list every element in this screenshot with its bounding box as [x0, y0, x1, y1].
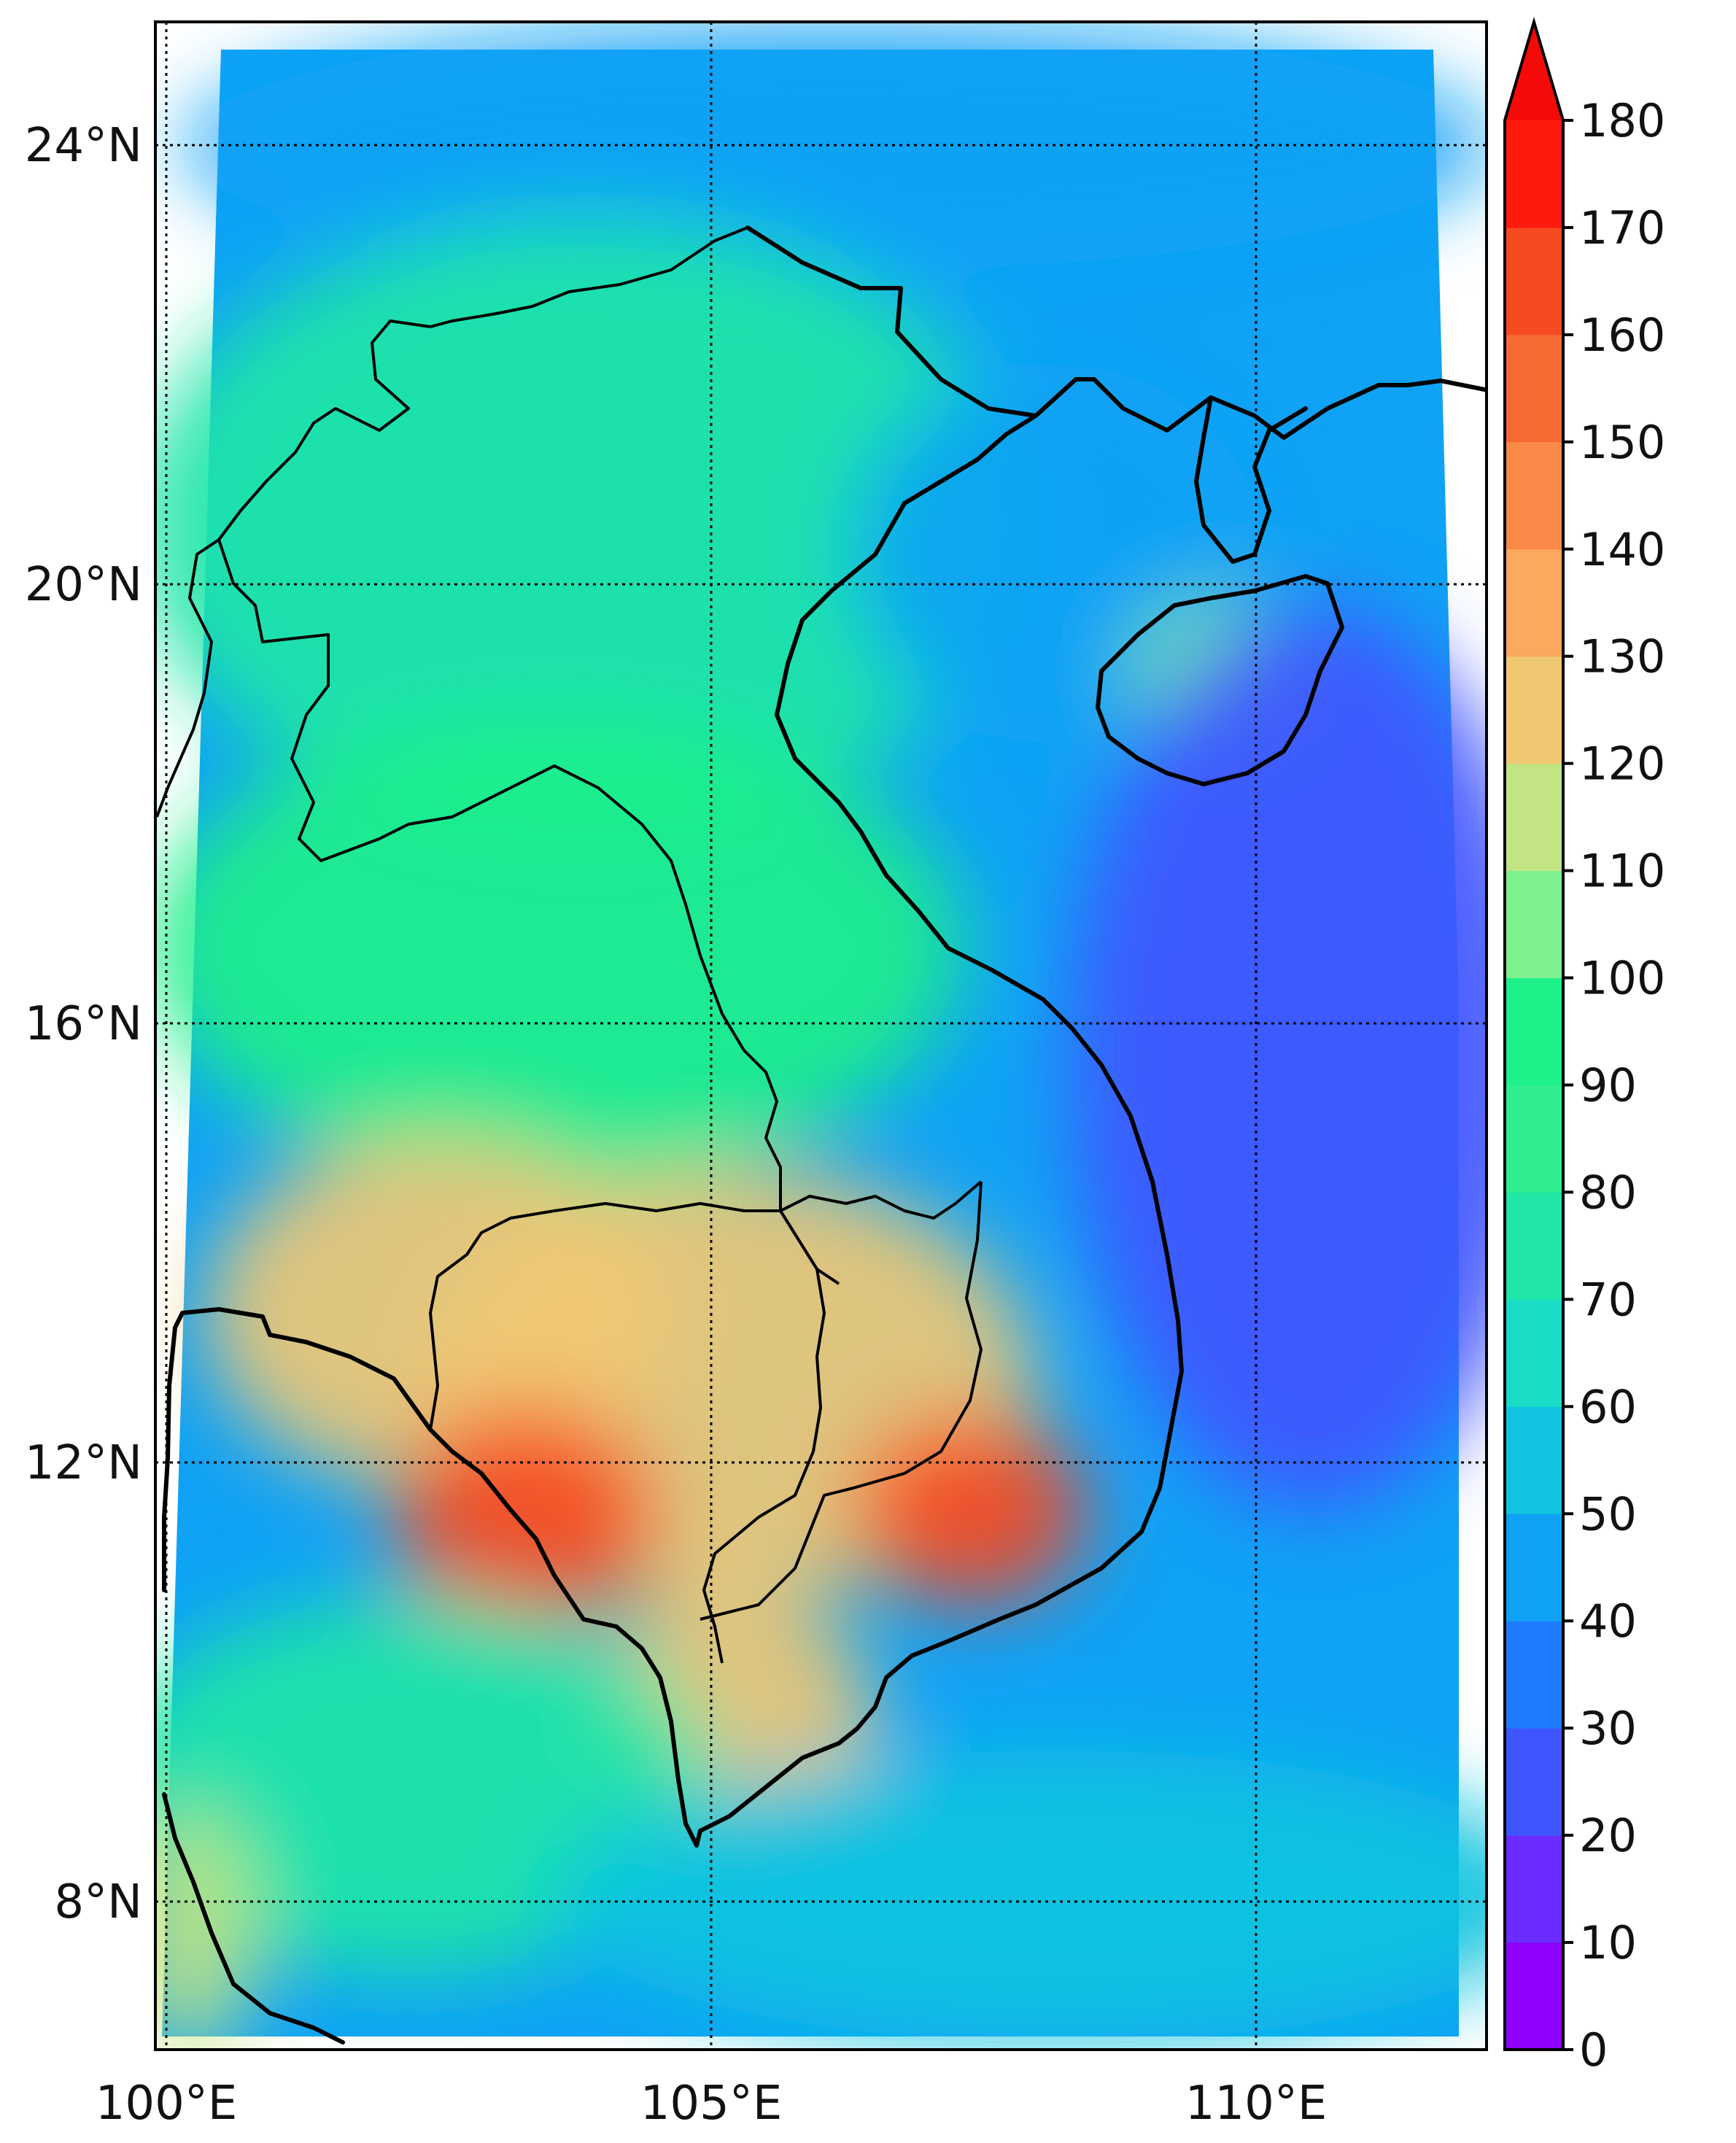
latitude-tick-labels: 24°N 20°N 16°N 12°N 8°N [25, 119, 142, 1929]
colorbar-tick-label: 70 [1579, 1273, 1637, 1326]
colorbar-block [1505, 1299, 1563, 1407]
colorbar-tick-label: 120 [1579, 737, 1665, 791]
malay-coastline [162, 1792, 345, 2045]
colorbar-block [1505, 334, 1563, 443]
field-tonle-sap-basin [394, 1408, 656, 1627]
colorbar-block [1505, 1406, 1563, 1514]
colorbar-tick-label: 150 [1579, 416, 1665, 469]
field-northern-open-sea [182, 22, 1487, 270]
colorbar-tick-label: 30 [1579, 1702, 1637, 1755]
country-borders [155, 226, 983, 1664]
colorbar-block [1505, 1192, 1563, 1300]
colorbar-tick-label: 60 [1579, 1380, 1637, 1433]
colorbar-tick-label: 140 [1579, 523, 1665, 576]
plot-frame [154, 20, 1488, 2051]
colorbar-block [1505, 1621, 1563, 1729]
colorbar-blocks [1505, 120, 1563, 2050]
lat-tick-label: 16°N [25, 997, 142, 1051]
colorbar-tick-label: 100 [1579, 952, 1665, 1005]
colorbar-tick-label: 130 [1579, 630, 1665, 683]
colorbar-tick-label: 180 [1579, 94, 1665, 147]
longitude-tick-labels: 100°E 105°E 110°E [96, 2077, 1328, 2131]
field-malay-peninsula [155, 1809, 255, 2050]
lat-tick-label: 8°N [54, 1875, 142, 1929]
colorbar-tick-label: 160 [1579, 309, 1665, 362]
colorbar: 0 10 20 30 40 50 60 70 80 90 100 110 120 130 140 150 160… [1503, 16, 1665, 2077]
colorbar-block [1505, 656, 1563, 764]
colorbar-tick-label: 20 [1579, 1809, 1637, 1862]
china-border [430, 226, 748, 328]
data-field [155, 22, 1487, 2050]
vietnam-cambodia-border [700, 1181, 983, 1621]
leizhou-coastline [1194, 395, 1308, 564]
colorbar-block [1505, 1085, 1563, 1193]
field-central-laos-and-thailand-plateau [155, 715, 963, 1182]
vietnam-coastline [162, 225, 1487, 1848]
colorbar-tick-label: 110 [1579, 845, 1665, 898]
field-southern-sea [547, 1751, 1487, 2042]
colorbar-tick-labels: 0 10 20 30 40 50 60 70 80 90 100 110 120 130 140 150 160… [1563, 94, 1665, 2077]
colorbar-block [1505, 1942, 1563, 2050]
thailand-myanmar-border [155, 538, 220, 818]
colorbar-tick-label: 40 [1579, 1594, 1637, 1648]
colorbar-extend-arrow [1505, 22, 1563, 120]
colorbar-block [1505, 227, 1563, 336]
colorbar-block [1505, 1514, 1563, 1621]
colorbar-block [1505, 441, 1563, 550]
cambodia-border [429, 1202, 826, 1664]
colorbar-tick-label: 0 [1579, 2023, 1608, 2077]
laos-border [217, 319, 840, 1285]
field-southeastern-vietnam [853, 1415, 1087, 1605]
colorbar-tick-label: 50 [1579, 1487, 1637, 1541]
colorbar-tick-label: 80 [1579, 1166, 1637, 1219]
colorbar-block [1505, 120, 1563, 228]
colorbar-tick-label: 10 [1579, 1916, 1637, 1969]
colorbar-block [1505, 549, 1563, 657]
coastlines [162, 225, 1487, 2045]
lon-tick-label: 105°E [640, 2077, 783, 2131]
colorbar-block [1505, 763, 1563, 872]
lon-tick-label: 100°E [96, 2077, 238, 2131]
field-south-china-sea-east [1072, 605, 1487, 1510]
colorbar-block [1505, 977, 1563, 1085]
lat-tick-label: 20°N [25, 558, 142, 612]
hainan-coastline [1096, 574, 1344, 786]
lat-tick-label: 12°N [25, 1436, 142, 1490]
colorbar-block [1505, 870, 1563, 979]
lon-tick-label: 110°E [1185, 2077, 1328, 2131]
colorbar-frame [1503, 16, 1565, 2051]
colorbar-block [1505, 1728, 1563, 1836]
colorbar-block [1505, 1835, 1563, 1943]
gridlines [155, 22, 1487, 2050]
colorbar-tick-label: 90 [1579, 1059, 1637, 1112]
colorbar-tick-label: 170 [1579, 201, 1665, 255]
lat-tick-label: 24°N [25, 119, 142, 173]
vietnam-laos-border [780, 1180, 983, 1220]
